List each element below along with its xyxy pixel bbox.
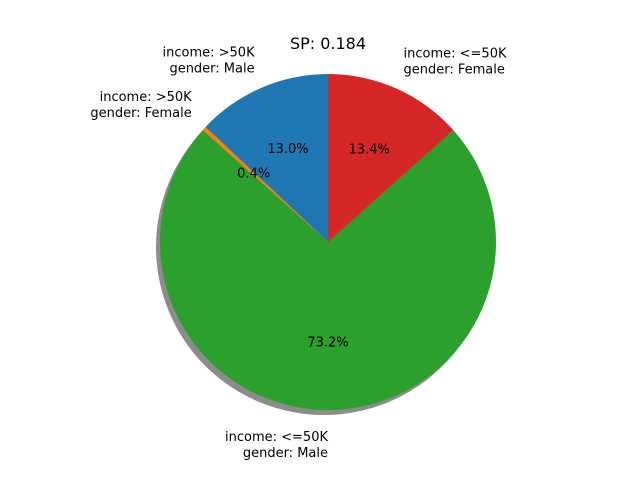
pie-category-label-line: income: >50K bbox=[100, 90, 193, 105]
pie-category-label-line: income: <=50K bbox=[225, 430, 328, 445]
chart-title: SP: 0.184 bbox=[290, 34, 366, 53]
pie-category-label: income: >50K gender: Male bbox=[163, 45, 256, 76]
pie-category-label: income: <=50K gender: Female bbox=[404, 46, 507, 77]
pie-category-label: income: <=50K gender: Male bbox=[225, 430, 328, 461]
pie-category-label-line: income: >50K bbox=[163, 45, 256, 60]
pie-slice bbox=[205, 74, 328, 242]
pie-slice bbox=[160, 130, 496, 411]
pie-slice bbox=[202, 126, 328, 242]
pie-category-label-line: gender: Female bbox=[404, 62, 505, 77]
pie-category-label-line: gender: Male bbox=[243, 446, 328, 461]
pie-slice bbox=[328, 74, 454, 242]
percent-labels: 13.0% 0.4% 73.2% 13.4% bbox=[237, 142, 390, 350]
pie-category-label: income: >50K gender: Female bbox=[90, 90, 192, 121]
pie-percent-label: 0.4% bbox=[237, 166, 270, 181]
pie-percent-label: 13.4% bbox=[349, 143, 390, 158]
pie-category-label-line: income: <=50K bbox=[404, 46, 507, 61]
pie-slices bbox=[160, 74, 496, 411]
pie-category-label-line: gender: Male bbox=[169, 61, 254, 76]
pie-percent-label: 73.2% bbox=[307, 335, 348, 350]
pie-category-label-line: gender: Female bbox=[90, 106, 191, 121]
pie-percent-label: 13.0% bbox=[267, 142, 308, 157]
